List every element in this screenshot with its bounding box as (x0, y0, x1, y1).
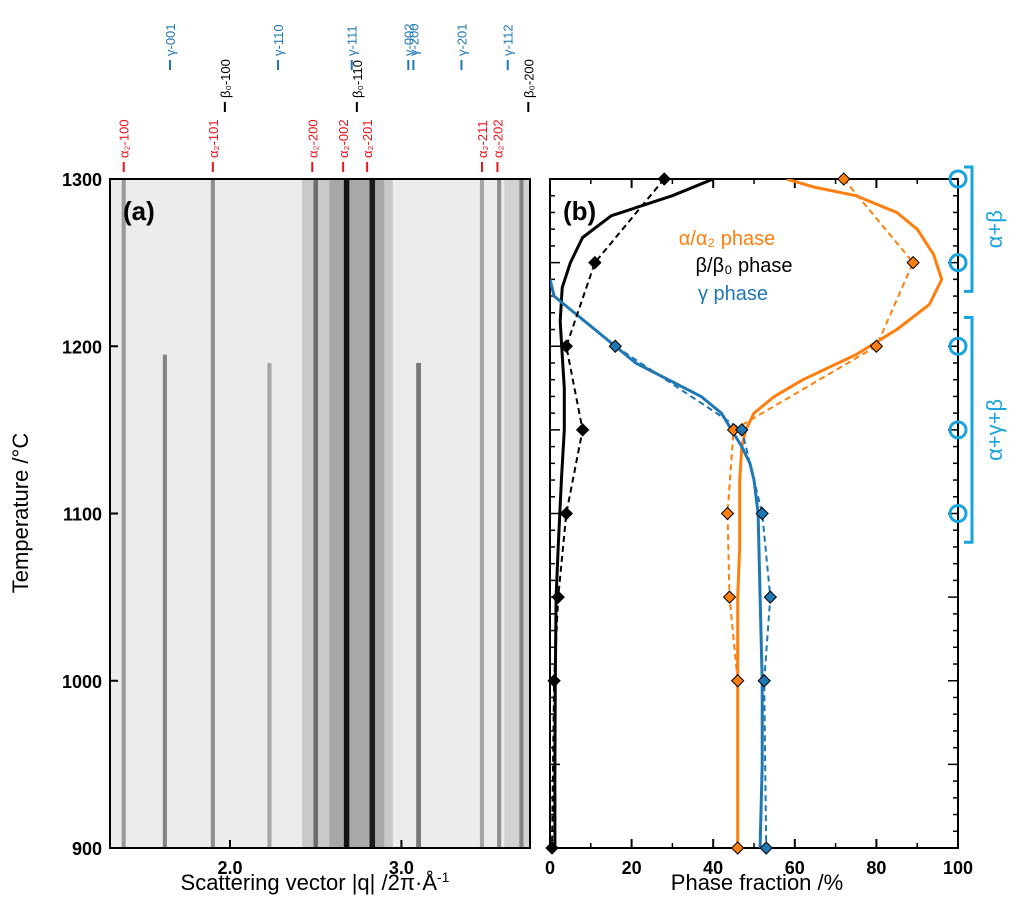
region-circle-0 (948, 169, 968, 189)
region-circle-2 (948, 336, 968, 356)
marker-beta-2 (559, 339, 574, 353)
ref-label-9: β₀-200 (521, 59, 536, 98)
ref-label-1: α₂-101 (206, 119, 221, 158)
panel-b-xlabel: Phase fraction /% (671, 870, 843, 895)
marker-beta-4 (559, 506, 574, 521)
ref-label-10: γ-001 (163, 23, 178, 56)
marker-alpha-5 (722, 590, 737, 604)
ref-label-15: γ-201 (454, 23, 469, 56)
ref-label-12: γ-111 (345, 25, 360, 56)
b-xtick-label: 0 (545, 858, 555, 878)
marker-beta-7 (545, 841, 559, 855)
heatmap-peak-8 (479, 179, 485, 848)
series-alpha-solid (736, 179, 944, 848)
legend-alpha: α/α₂ phase (679, 228, 776, 250)
marker-alpha-6 (730, 674, 745, 688)
marker-gamma-3 (763, 590, 778, 604)
a-ytick-label: 1200 (62, 337, 102, 357)
a-xtick-label: 3.0 (389, 858, 414, 878)
panel-b-label: (b) (563, 196, 596, 226)
series-gamma-dashed (614, 345, 772, 848)
b-xtick-label: 40 (703, 858, 723, 878)
panel-b-line-chart: 0 20 40 60 80 100 α+β α+γ+β (b) α/α₂ phase β/β… (545, 165, 1007, 895)
heatmap-peak-0 (121, 179, 126, 848)
ref-label-4: α₂-201 (360, 119, 375, 158)
b-xtick-label: 80 (866, 858, 886, 878)
region-circle-1 (948, 253, 968, 273)
panel-a-ylabel: Temperature /°C (8, 433, 33, 594)
ref-label-8: β₀-110 (350, 60, 365, 98)
marker-gamma-4 (757, 674, 771, 688)
ref-label-6: α₂-202 (490, 119, 505, 158)
marker-beta-1 (588, 255, 602, 270)
region-circle-3 (948, 420, 968, 440)
b-xtick-label: 100 (943, 858, 973, 878)
marker-alpha-4 (720, 506, 735, 521)
ref-label-11: γ-110 (271, 24, 286, 56)
marker-alpha-2 (869, 339, 884, 353)
panel-a-xlabel: Scattering vector |q| /2π·Å-1 (181, 869, 450, 895)
ref-label-3: α₂-002 (336, 119, 351, 158)
heatmap-peak-5 (343, 179, 350, 848)
marker-gamma-5 (759, 841, 773, 855)
marker-alpha-1 (906, 255, 920, 270)
region-label-0: α+β (982, 210, 1007, 248)
a-ytick-label: 900 (72, 839, 102, 859)
a-ytick-label: 1000 (62, 672, 102, 692)
ref-label-7: β₀-100 (218, 59, 233, 98)
marker-beta-5 (551, 590, 565, 604)
heatmap-peak-2 (210, 179, 215, 848)
ref-label-16: γ-112 (501, 24, 516, 56)
ref-label-2: α₂-200 (305, 119, 320, 158)
a-xtick-label: 2.0 (217, 858, 242, 878)
region-bracket-1 (964, 316, 974, 544)
legend-gamma: γ phase (698, 283, 768, 305)
marker-alpha-7 (730, 841, 745, 855)
marker-beta-3 (575, 423, 590, 437)
marker-alpha-0 (837, 172, 851, 186)
marker-gamma-2 (755, 506, 769, 521)
series-alpha-dashed (726, 179, 915, 848)
heatmap-peak-1 (162, 354, 167, 848)
series-gamma-solid (550, 279, 764, 848)
marker-gamma-1 (735, 423, 749, 437)
series-beta-solid (553, 179, 714, 848)
a-ytick-label: 1100 (63, 505, 102, 525)
heatmap-peak-3 (267, 362, 272, 848)
heatmap-broad-band (329, 179, 385, 848)
panel-b-frame (549, 178, 959, 849)
heatmap-peak-7 (416, 362, 421, 848)
ref-label-13: γ-002 (401, 23, 416, 56)
a-ytick-label: 1300 (62, 170, 102, 190)
region-label-1: α+γ+β (982, 399, 1007, 461)
heatmap-peak-6 (369, 179, 376, 848)
heatmap-broad-band (504, 179, 530, 848)
marker-gamma-0 (608, 339, 622, 353)
ref-label-14: γ-200 (406, 23, 421, 56)
heatmap-peak-10 (519, 179, 524, 848)
series-beta-dashed (551, 179, 665, 848)
ref-label-5: α₂-211 (475, 120, 490, 158)
ref-label-0: α₂-100 (117, 119, 132, 158)
legend: α/α₂ phase β/β₀ phase γ phase (679, 228, 793, 305)
b-xtick-label: 60 (785, 858, 805, 878)
region-bracket-0 (964, 165, 974, 293)
marker-beta-6 (547, 674, 561, 688)
panel-a-heatmap: 2.0 3.0 900 1000 1100 1200 1300 α₂-100 α₂-101 α… (8, 23, 536, 895)
marker-beta-0 (657, 172, 671, 186)
panel-a-label: (a) (123, 196, 155, 226)
b-xtick-label: 20 (622, 858, 642, 878)
legend-beta: β/β₀ phase (696, 255, 793, 277)
heatmap-peak-9 (497, 179, 502, 848)
heatmap-peak-4 (313, 179, 318, 848)
region-circle-4 (948, 504, 968, 523)
